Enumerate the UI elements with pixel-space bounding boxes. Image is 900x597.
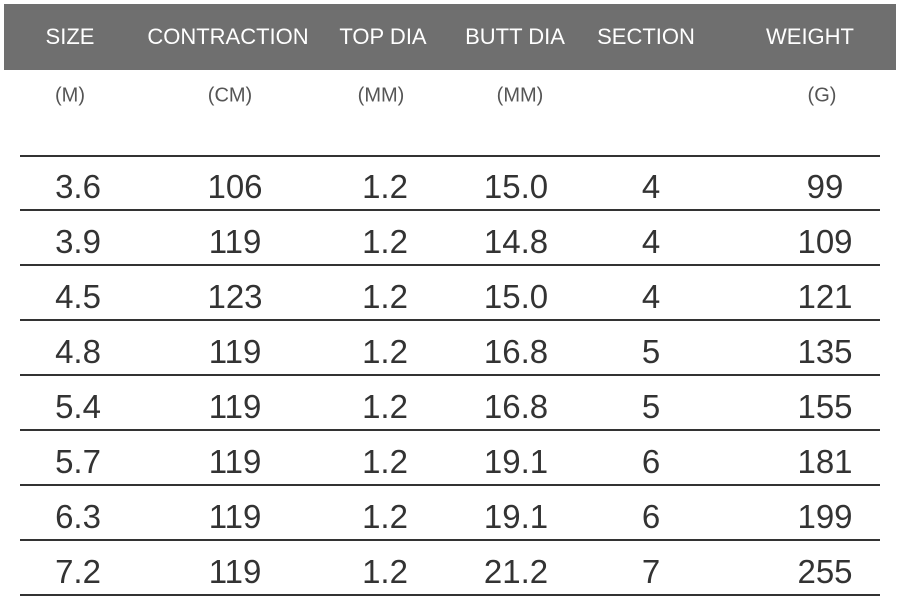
row-rule xyxy=(20,319,880,321)
table-cell: 1.2 xyxy=(362,497,408,535)
table-cell: 119 xyxy=(208,387,262,425)
table-cell: 3.6 xyxy=(55,167,101,205)
table-cell: 119 xyxy=(208,222,262,260)
table-cell: 106 xyxy=(207,167,263,205)
column-unit: (G) xyxy=(807,84,837,107)
column-header: TOP DIA xyxy=(339,24,427,49)
table-cell: 121 xyxy=(797,277,853,315)
column-header: WEIGHT xyxy=(766,24,854,49)
column-unit: (CM) xyxy=(207,84,253,107)
table-cell: 1.2 xyxy=(362,552,408,590)
table-cell: 1.2 xyxy=(362,277,408,315)
column-unit: (MM) xyxy=(357,84,405,107)
row-rule xyxy=(20,155,880,157)
table-cell: 7.2 xyxy=(55,552,101,590)
table-cell: 1.2 xyxy=(362,387,408,425)
column-header: BUTT DIA xyxy=(465,24,565,49)
table-cell: 4 xyxy=(641,167,661,205)
table-cell: 4.5 xyxy=(55,277,101,315)
table-cell: 5 xyxy=(641,332,661,370)
column-header: SIZE xyxy=(45,24,95,49)
table-cell: 119 xyxy=(208,442,262,480)
table-cell: 1.2 xyxy=(362,442,408,480)
table-cell: 119 xyxy=(208,552,262,590)
table-cell: 6 xyxy=(641,497,661,535)
table-cell: 1.2 xyxy=(362,332,408,370)
table-cell: 181 xyxy=(797,442,853,480)
table-cell: 5.4 xyxy=(55,387,101,425)
table-cell: 199 xyxy=(797,497,853,535)
table-cell: 15.0 xyxy=(483,277,549,315)
table-cell: 5.7 xyxy=(55,442,101,480)
table-cell: 4 xyxy=(641,277,661,315)
table-cell: 6.3 xyxy=(55,497,101,535)
table-cell: 255 xyxy=(797,552,853,590)
row-rule xyxy=(20,539,880,541)
column-header: CONTRACTION xyxy=(147,24,309,49)
table-cell: 1.2 xyxy=(362,167,408,205)
row-rule xyxy=(20,484,880,486)
table-cell: 15.0 xyxy=(483,167,549,205)
table-cell: 119 xyxy=(208,332,262,370)
table-cell: 4.8 xyxy=(55,332,101,370)
row-rule xyxy=(20,594,880,596)
table-cell: 1.2 xyxy=(362,222,408,260)
column-unit: (MM) xyxy=(496,84,544,107)
row-rule xyxy=(20,429,880,431)
table-cell: 5 xyxy=(641,387,661,425)
table-cell: 16.8 xyxy=(483,332,549,370)
row-rule xyxy=(20,264,880,266)
table-cell: 123 xyxy=(207,277,263,315)
table-cell: 4 xyxy=(641,222,661,260)
column-header: SECTION xyxy=(597,24,695,49)
table-cell: 19.1 xyxy=(483,497,549,535)
table-cell: 109 xyxy=(797,222,853,260)
table-cell: 99 xyxy=(806,167,844,205)
table-cell: 7 xyxy=(641,552,661,590)
table-cell: 3.9 xyxy=(55,222,101,260)
table-cell: 6 xyxy=(641,442,661,480)
column-unit: (M) xyxy=(55,84,85,107)
table-cell: 21.2 xyxy=(483,552,549,590)
table-cell: 16.8 xyxy=(483,387,549,425)
row-rule xyxy=(20,209,880,211)
row-rule xyxy=(20,374,880,376)
table-cell: 19.1 xyxy=(483,442,549,480)
table-cell: 14.8 xyxy=(483,222,549,260)
table-cell: 155 xyxy=(797,387,853,425)
table-cell: 119 xyxy=(208,497,262,535)
table-cell: 135 xyxy=(797,332,853,370)
header-bar xyxy=(4,4,896,70)
